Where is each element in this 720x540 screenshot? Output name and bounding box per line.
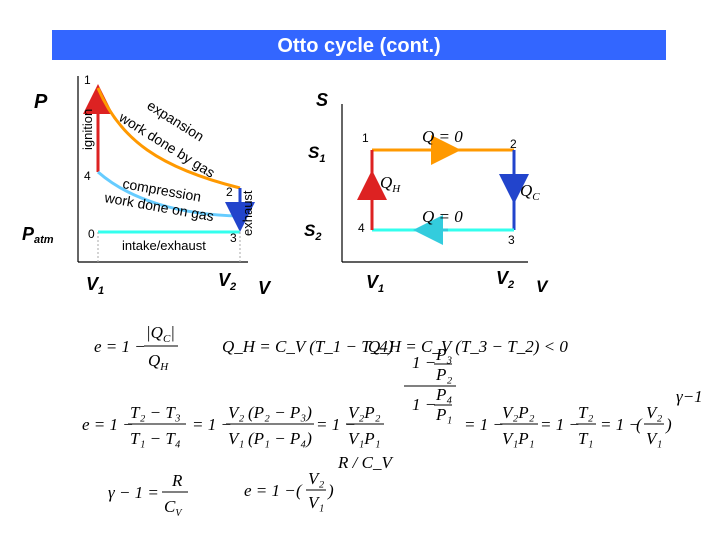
svg-text:1 −: 1 − bbox=[412, 395, 436, 414]
pv-diagram: P Patm V V1 V2 0 1 2 3 4 ignition exhaus… bbox=[22, 73, 272, 298]
compression-curve bbox=[97, 170, 241, 218]
eq-efficiency-chain: e = 1 − T₂ − T₃ T₁ − T₄ = 1 − V₂ V₁ (P₂ … bbox=[82, 345, 703, 448]
svg-text:V₁P₁: V₁P₁ bbox=[502, 429, 535, 448]
svg-text:= 1 −: = 1 − bbox=[600, 415, 640, 434]
svg-text:(P₁ − P₄): (P₁ − P₄) bbox=[248, 429, 312, 448]
eq-qh: Q_H = C_V (T_1 − T_4) bbox=[222, 337, 394, 356]
intake-label: intake/exhaust bbox=[122, 238, 206, 253]
eq-final-lhs: e = 1 − bbox=[244, 481, 296, 500]
sv-point-3: 3 bbox=[508, 233, 515, 247]
eq-gamma-exponent: γ−1 bbox=[676, 387, 703, 406]
svg-text:V₂: V₂ bbox=[308, 469, 324, 488]
exhaust-label: exhaust bbox=[240, 190, 255, 236]
pv-point-2: 2 bbox=[226, 185, 233, 199]
sv-diagram: S S1 S2 V V1 V2 1 2 3 4 Q = 0 Q = 0 QH Q… bbox=[304, 90, 549, 296]
svg-text:P₁: P₁ bbox=[435, 405, 452, 424]
svg-text:V₂P₂: V₂P₂ bbox=[502, 403, 535, 422]
equations: e = 1 − |QC| QH Q_H = C_V (T_1 − T_4) Q_… bbox=[82, 323, 703, 519]
eq-gamma-lhs: γ − 1 = bbox=[108, 483, 159, 502]
eq-eff-den: QH bbox=[148, 351, 169, 373]
sv-q-bottom: Q = 0 bbox=[422, 207, 463, 226]
eq-final-exponent: R / C_V bbox=[337, 453, 394, 472]
svg-text:T₁ − T₄: T₁ − T₄ bbox=[130, 429, 181, 448]
sv-point-2: 2 bbox=[510, 137, 517, 151]
sv-v-axis-label: V bbox=[536, 277, 549, 296]
svg-text:V₁: V₁ bbox=[308, 493, 324, 512]
svg-text:= 1 −: = 1 − bbox=[192, 415, 232, 434]
svg-text:= 1 −: = 1 − bbox=[540, 415, 580, 434]
svg-text:V₁: V₁ bbox=[646, 429, 662, 448]
sv-qc-label: QC bbox=[520, 181, 540, 203]
svg-text:1 −: 1 − bbox=[412, 353, 436, 372]
pv-v-axis-label: V bbox=[258, 278, 272, 298]
pv-point-1: 1 bbox=[84, 73, 91, 87]
eq-gamma-num: R bbox=[171, 471, 183, 490]
pv-p-axis-label: P bbox=[34, 91, 48, 113]
svg-text:T₁: T₁ bbox=[578, 429, 593, 448]
ignition-label: ignition bbox=[80, 109, 95, 150]
svg-text:(P₂ − P₃): (P₂ − P₃) bbox=[248, 403, 312, 422]
svg-text:V₁P₁: V₁P₁ bbox=[348, 429, 381, 448]
slide-title: Otto cycle (cont.) bbox=[52, 30, 666, 60]
pv-patm-label: Patm bbox=[22, 224, 54, 246]
svg-text:T₂ − T₃: T₂ − T₃ bbox=[130, 403, 181, 422]
svg-text:V₂: V₂ bbox=[646, 403, 662, 422]
svg-text:(: ( bbox=[636, 415, 643, 434]
sv-qh-label: QH bbox=[380, 173, 401, 195]
pv-v1-label: V1 bbox=[86, 274, 104, 297]
svg-text:): ) bbox=[665, 415, 672, 434]
sv-v2-label: V2 bbox=[496, 268, 514, 291]
eq-qh2: Q_H = C_V (T_3 − T_2) < 0 bbox=[368, 337, 568, 356]
svg-text:P₂: P₂ bbox=[435, 365, 452, 384]
pv-point-0: 0 bbox=[88, 227, 95, 241]
sv-point-4: 4 bbox=[358, 221, 365, 235]
svg-text:T₂: T₂ bbox=[578, 403, 593, 422]
eq-eff-num: |QC| bbox=[146, 323, 175, 345]
svg-text:(: ( bbox=[296, 481, 303, 500]
svg-text:P₃: P₃ bbox=[435, 345, 452, 364]
svg-text:e = 1 −: e = 1 − bbox=[82, 415, 134, 434]
sv-point-1: 1 bbox=[362, 131, 369, 145]
svg-text:): ) bbox=[327, 481, 334, 500]
sv-s2-label: S2 bbox=[304, 221, 321, 243]
svg-text:= 1 −: = 1 − bbox=[464, 415, 504, 434]
eq-eff-def-lhs: e = 1 − bbox=[94, 337, 146, 356]
sv-s1-label: S1 bbox=[308, 143, 325, 165]
pv-point-4: 4 bbox=[84, 169, 91, 183]
svg-text:V₁: V₁ bbox=[228, 429, 244, 448]
sv-s-axis-label: S bbox=[316, 90, 328, 110]
eq-gamma-den: CV bbox=[164, 497, 183, 519]
svg-text:= 1 −: = 1 − bbox=[316, 415, 356, 434]
svg-text:V₂: V₂ bbox=[228, 403, 244, 422]
sv-q-top: Q = 0 bbox=[422, 127, 463, 146]
svg-text:V₂P₂: V₂P₂ bbox=[348, 403, 381, 422]
pv-v2-label: V2 bbox=[218, 270, 236, 293]
svg-text:P₄: P₄ bbox=[435, 385, 452, 404]
expansion-curve bbox=[96, 87, 241, 190]
pv-point-3: 3 bbox=[230, 231, 237, 245]
sv-v1-label: V1 bbox=[366, 272, 384, 295]
